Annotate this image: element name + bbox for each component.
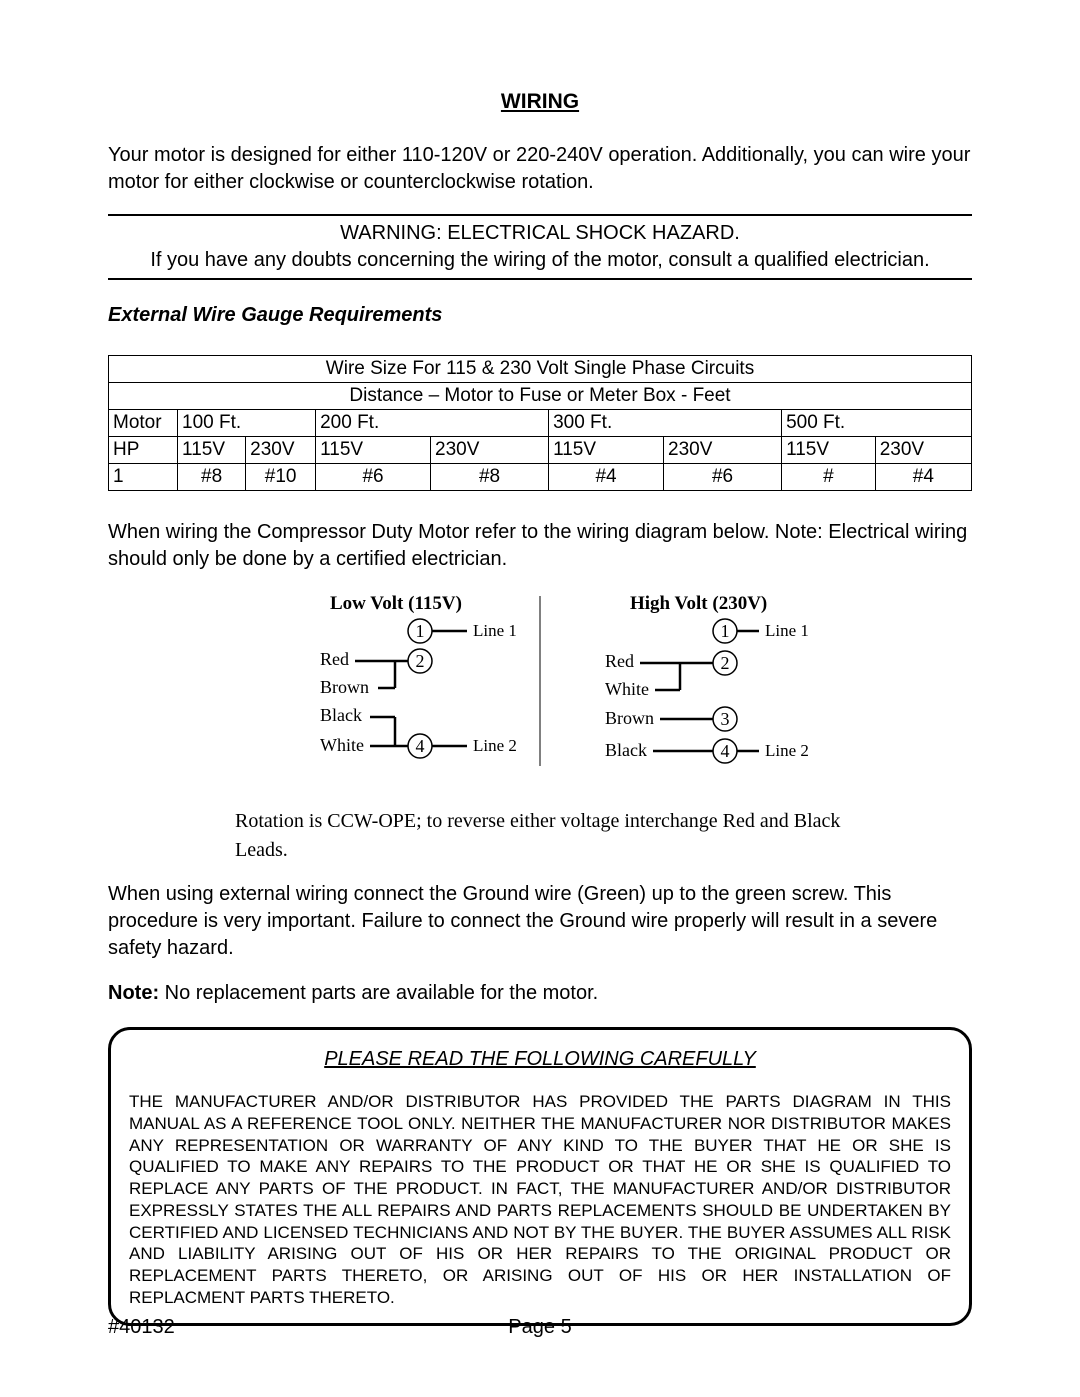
terminal-label: 4 [721,741,730,761]
terminal-label: 2 [416,651,425,671]
page: WIRING Your motor is designed for either… [0,0,1080,1397]
line-label: Line 1 [473,621,517,640]
table-cell: #6 [316,464,431,491]
table-cell: 300 Ft. [549,410,782,437]
notice-box: PLEASE READ THE FOLLOWING CAREFULLY THE … [108,1027,972,1326]
table-cell: #10 [246,464,316,491]
table-cell: 230V [664,437,782,464]
page-title: WIRING [108,90,972,114]
table-row-voltage: HP 115V 230V 115V 230V 115V 230V 115V 23… [109,437,972,464]
terminal-label: 1 [721,621,730,641]
notice-body: THE MANUFACTURER AND/OR DISTRIBUTOR HAS … [129,1091,951,1309]
note-text: No replacement parts are available for t… [159,982,598,1004]
wire-label: White [605,679,649,699]
table-cell: 1 [109,464,178,491]
wiring-diagram: Low Volt (115V) 1 Line 1 2 Red Brown 4 L… [108,591,972,801]
wiring-paragraph: When wiring the Compressor Duty Motor re… [108,519,972,573]
table-row-gauge: 1 #8 #10 #6 #8 #4 #6 # #4 [109,464,972,491]
line-label: Line 2 [473,736,517,755]
table-cell: 115V [549,437,664,464]
line-label: Line 2 [765,741,809,760]
wire-label: Red [605,651,634,671]
terminal-label: 1 [416,621,425,641]
wiring-diagram-svg: Low Volt (115V) 1 Line 1 2 Red Brown 4 L… [235,591,845,801]
page-footer: #40132 Page 5 #40132 [108,1316,972,1339]
table-cell: Motor [109,410,178,437]
table-cell: 100 Ft. [178,410,316,437]
table-cell: 200 Ft. [316,410,549,437]
table-cell: 115V [178,437,246,464]
diagram-caption: Rotation is CCW-OPE; to reverse either v… [235,807,845,865]
wire-label: Black [320,705,362,725]
table-cell: 115V [316,437,431,464]
terminal-label: 4 [416,736,425,756]
wire-label: Red [320,649,349,669]
line-label: Line 1 [765,621,809,640]
footer-page-number: Page 5 [175,1316,906,1339]
table-cell: 230V [431,437,549,464]
table-cell: #8 [431,464,549,491]
table-cell: #4 [549,464,664,491]
warning-line-2: If you have any doubts concerning the wi… [108,247,972,274]
terminal-label: 3 [721,709,730,729]
table-cell: #8 [178,464,246,491]
low-volt-title: Low Volt (115V) [330,593,462,614]
table-row-distance: Motor 100 Ft. 200 Ft. 300 Ft. 500 Ft. [109,410,972,437]
table-cell: 230V [246,437,316,464]
ground-paragraph: When using external wiring connect the G… [108,881,972,962]
note-label: Note: [108,982,159,1004]
wire-label: Brown [320,677,369,697]
wire-label: Black [605,740,647,760]
wire-label: Brown [605,708,654,728]
intro-paragraph: Your motor is designed for either 110-12… [108,142,972,196]
table-cell: 230V [875,437,971,464]
table-cell: 115V [782,437,876,464]
note-paragraph: Note: No replacement parts are available… [108,980,972,1007]
warning-box: WARNING: ELECTRICAL SHOCK HAZARD. If you… [108,214,972,280]
wire-label: White [320,735,364,755]
table-header-1: Wire Size For 115 & 230 Volt Single Phas… [109,356,972,383]
terminal-label: 2 [721,653,730,673]
warning-line-1: WARNING: ELECTRICAL SHOCK HAZARD. [108,220,972,247]
table-cell: 500 Ft. [782,410,972,437]
section-heading: External Wire Gauge Requirements [108,304,972,327]
table-cell: HP [109,437,178,464]
wire-gauge-table: Wire Size For 115 & 230 Volt Single Phas… [108,355,972,491]
footer-part-number: #40132 [108,1316,175,1339]
high-volt-title: High Volt (230V) [630,593,767,614]
table-cell: # [782,464,876,491]
table-header-2: Distance – Motor to Fuse or Meter Box - … [109,383,972,410]
table-cell: #6 [664,464,782,491]
table-cell: #4 [875,464,971,491]
notice-heading: PLEASE READ THE FOLLOWING CAREFULLY [129,1048,951,1071]
